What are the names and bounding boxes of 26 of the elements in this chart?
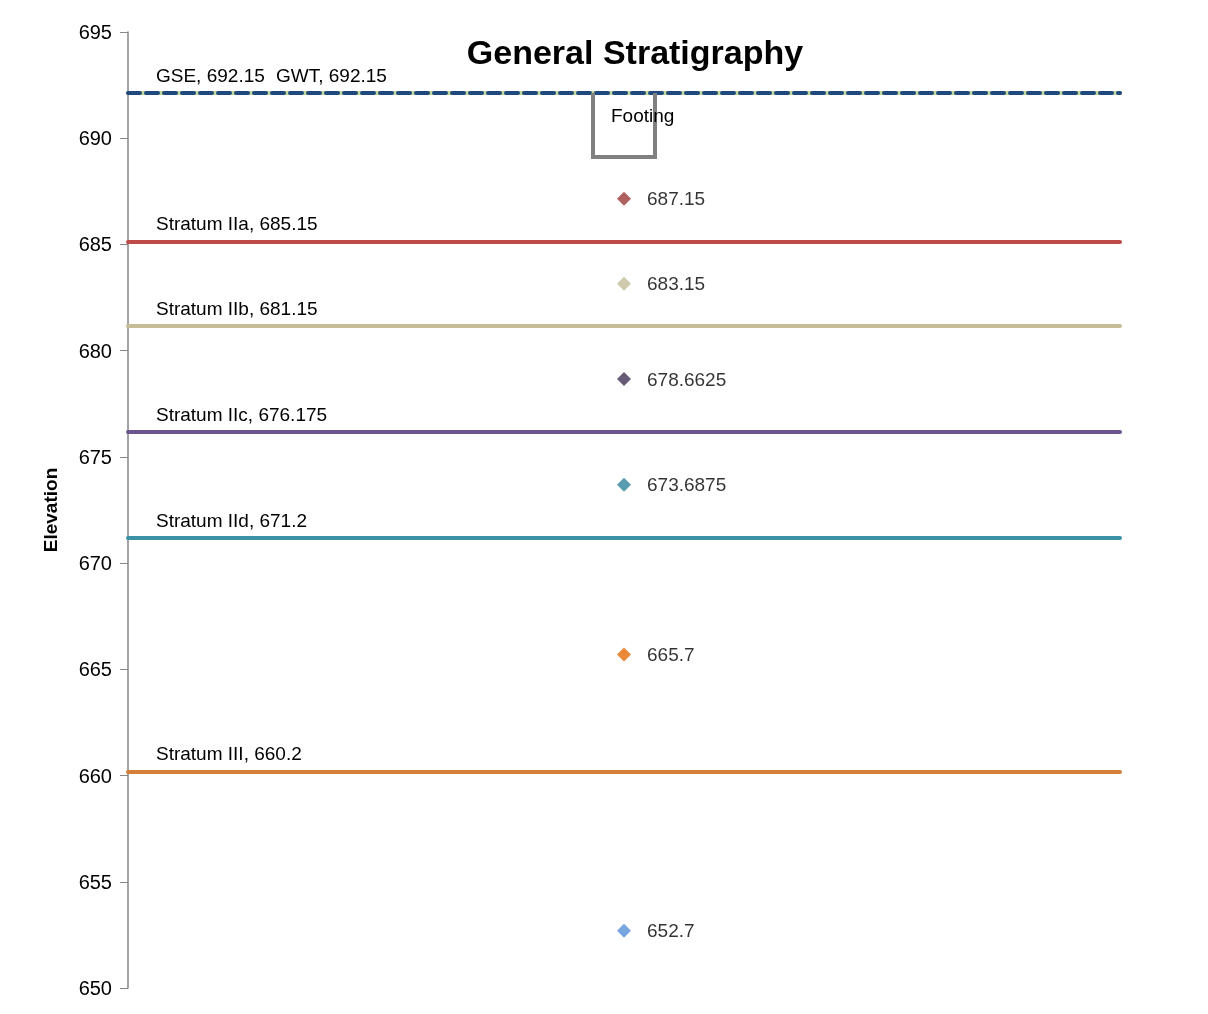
data-label: 678.6625	[647, 368, 727, 390]
y-axis-title: Elevation	[40, 467, 61, 553]
y-tick-label: 650	[78, 977, 112, 999]
ref-line-label: Stratum IIa, 685.15	[156, 213, 318, 235]
ref-line-label: Stratum III, 660.2	[156, 743, 302, 765]
annotation: Footing	[611, 104, 675, 126]
data-label: 683.15	[647, 273, 706, 295]
y-tick-label: 665	[78, 658, 112, 681]
y-tick-label: 685	[78, 233, 112, 256]
chart-title: General Stratigraphy	[466, 33, 804, 71]
y-tick-label: 660	[78, 764, 112, 787]
y-tick-label: 695	[78, 21, 112, 43]
data-label: 665.7	[647, 643, 695, 665]
y-tick-label: 690	[78, 127, 112, 150]
data-label: 687.15	[647, 188, 706, 210]
ref-line-label: GSE, 692.15	[156, 64, 265, 86]
y-tick-label: 675	[78, 445, 112, 468]
data-label: 652.7	[647, 920, 695, 942]
ref-line-label: Stratum IIc, 676.175	[156, 404, 328, 426]
y-tick-label: 680	[78, 339, 112, 362]
y-tick-label: 655	[78, 870, 112, 893]
ref-line-label: Stratum IIb, 681.15	[156, 298, 318, 320]
ref-line-label: GWT, 692.15	[276, 64, 387, 86]
data-label: 673.6875	[647, 474, 727, 496]
ref-line-label: Stratum IId, 671.2	[156, 509, 308, 531]
y-tick-label: 670	[78, 552, 112, 575]
